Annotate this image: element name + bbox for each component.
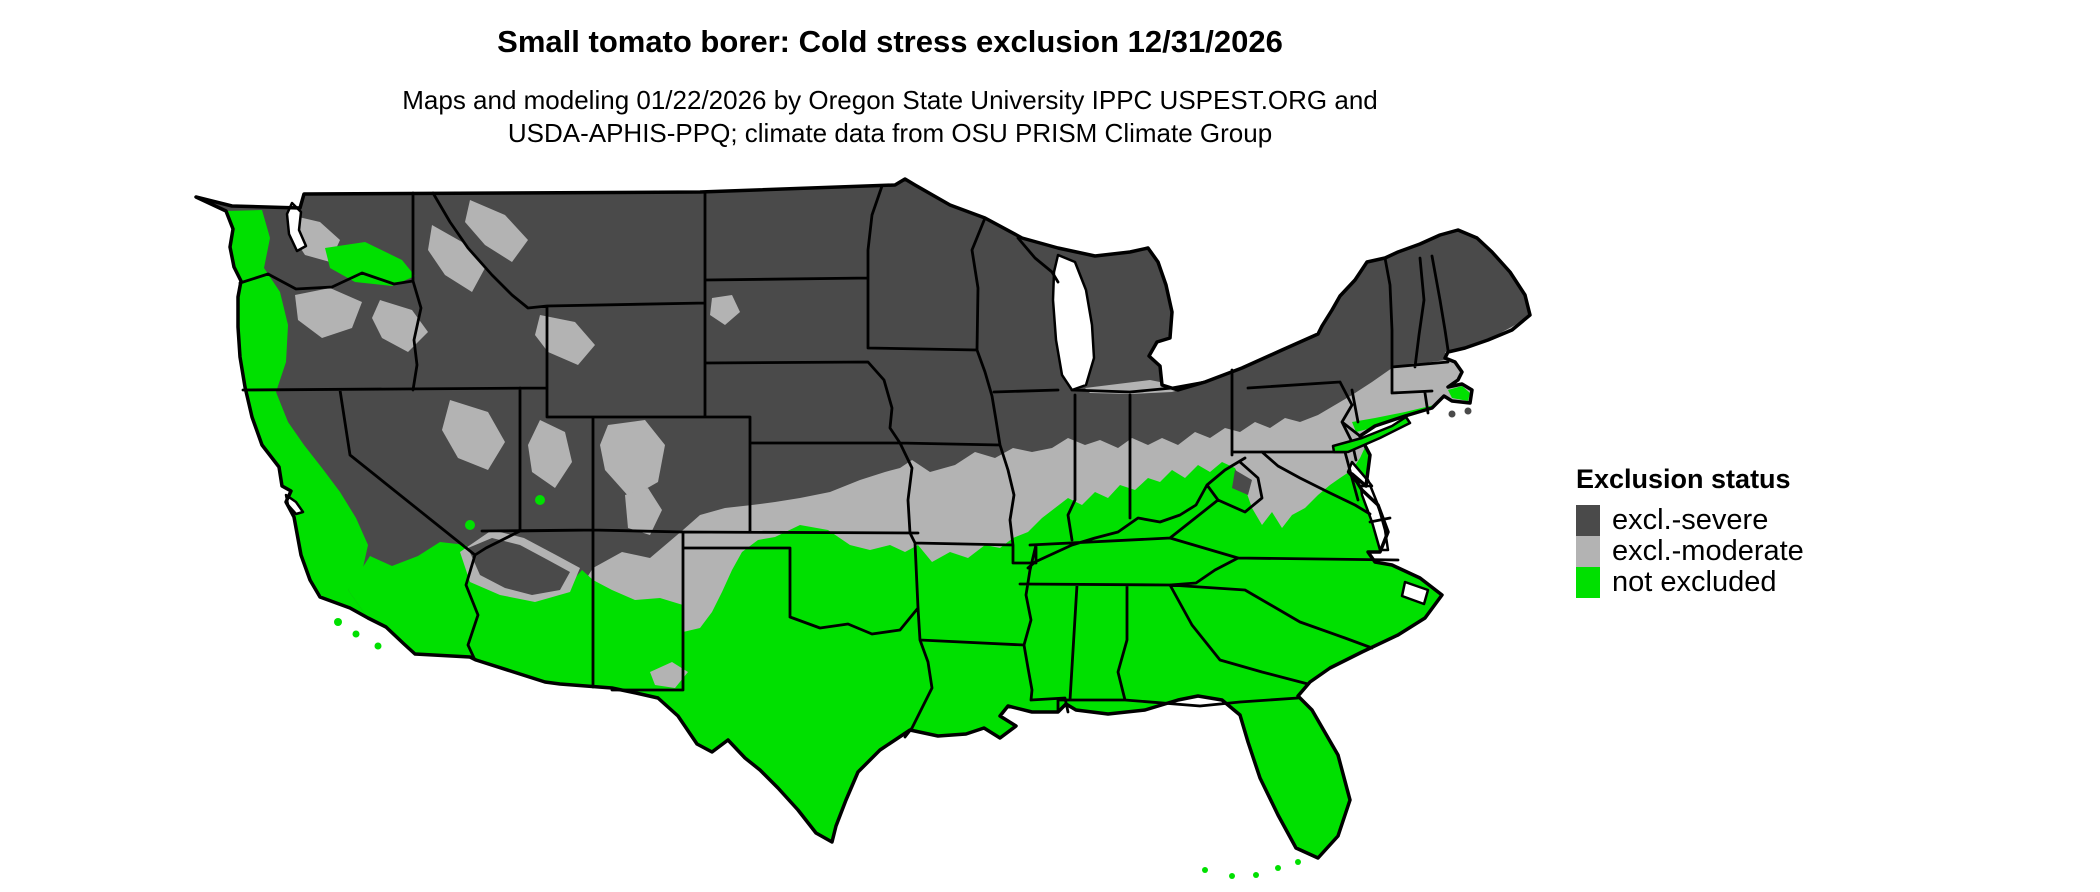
legend-item-not-excluded: not excluded: [1576, 567, 1804, 598]
subtitle-line-1: Maps and modeling 01/22/2026 by Oregon S…: [402, 85, 1378, 115]
figure-header: Small tomato borer: Cold stress exclusio…: [180, 0, 1600, 150]
legend-swatch-moderate: [1576, 536, 1600, 567]
water-bodies: [284, 201, 1430, 606]
region-severe-overlays: [468, 470, 1252, 595]
offshore-islands: [334, 407, 1472, 879]
legend-item-moderate: excl.-moderate: [1576, 536, 1804, 567]
massachusetts-islands: [1448, 407, 1472, 418]
pamlico-sound: [1400, 580, 1430, 606]
long-island: [1331, 415, 1412, 454]
map-fill-layers: [196, 179, 1530, 858]
legend-swatch-severe: [1576, 505, 1600, 536]
puget-sound: [285, 201, 308, 253]
figure-subtitle: Maps and modeling 01/22/2026 by Oregon S…: [180, 84, 1600, 150]
legend-swatch-not-excluded: [1576, 567, 1600, 598]
figure-title: Small tomato borer: Cold stress exclusio…: [497, 24, 1283, 59]
legend-item-severe: excl.-severe: [1576, 505, 1804, 536]
legend-label-moderate: excl.-moderate: [1612, 535, 1804, 567]
lake-michigan: [1051, 253, 1096, 392]
region-not-excluded: [226, 210, 1530, 858]
legend-title: Exclusion status: [1576, 464, 1791, 494]
legend-label-severe: excl.-severe: [1612, 504, 1769, 536]
florida-keys: [1202, 859, 1301, 879]
legend: Exclusion status excl.-severe excl.-mode…: [1576, 464, 1804, 598]
subtitle-line-2: USDA-APHIS-PPQ; climate data from OSU PR…: [507, 118, 1273, 148]
legend-label-not-excluded: not excluded: [1612, 566, 1777, 598]
channel-islands: [334, 618, 382, 650]
state-borders: [238, 184, 1450, 739]
